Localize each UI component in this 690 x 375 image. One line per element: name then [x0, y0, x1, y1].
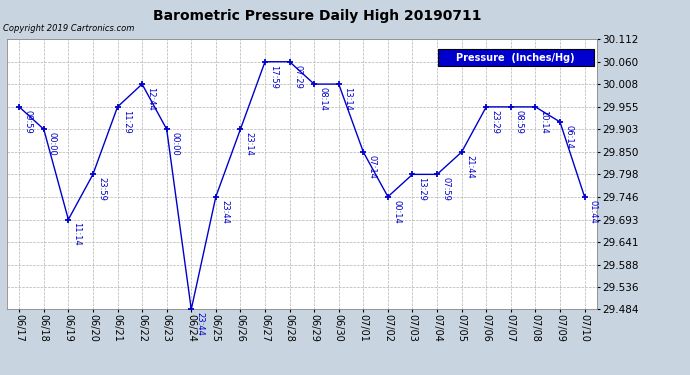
- Text: 13:14: 13:14: [343, 87, 352, 111]
- Text: 00:00: 00:00: [48, 132, 57, 156]
- Text: 01:44: 01:44: [589, 200, 598, 223]
- Text: 12:44: 12:44: [146, 87, 155, 111]
- Text: 11:29: 11:29: [121, 110, 130, 134]
- Text: 21:44: 21:44: [466, 155, 475, 178]
- Text: 23:44: 23:44: [220, 200, 229, 223]
- Text: 11:14: 11:14: [72, 222, 81, 246]
- Text: 23:59: 23:59: [97, 177, 106, 201]
- Text: 07:59: 07:59: [441, 177, 451, 201]
- Text: 13:29: 13:29: [417, 177, 426, 201]
- Text: 08:59: 08:59: [515, 110, 524, 134]
- FancyBboxPatch shape: [437, 49, 594, 66]
- Text: 10:14: 10:14: [540, 110, 549, 134]
- Text: 09:59: 09:59: [23, 110, 32, 134]
- Text: 08:14: 08:14: [318, 87, 327, 111]
- Text: 00:14: 00:14: [392, 200, 401, 223]
- Text: 23:14: 23:14: [244, 132, 254, 156]
- Text: 07:29: 07:29: [294, 64, 303, 88]
- Text: 06:14: 06:14: [564, 125, 573, 148]
- Text: 00:00: 00:00: [171, 132, 180, 156]
- Text: 17:59: 17:59: [269, 64, 278, 88]
- Text: 23:44: 23:44: [195, 312, 204, 336]
- Text: Barometric Pressure Daily High 20190711: Barometric Pressure Daily High 20190711: [153, 9, 482, 23]
- Text: Pressure  (Inches/Hg): Pressure (Inches/Hg): [456, 53, 575, 63]
- Text: 07:14: 07:14: [368, 155, 377, 178]
- Text: Copyright 2019 Cartronics.com: Copyright 2019 Cartronics.com: [3, 24, 135, 33]
- Text: 23:29: 23:29: [491, 110, 500, 134]
